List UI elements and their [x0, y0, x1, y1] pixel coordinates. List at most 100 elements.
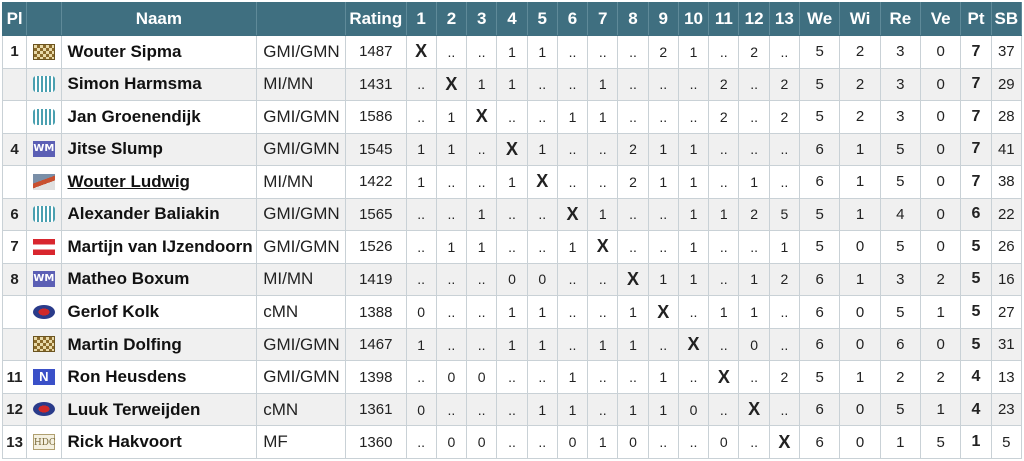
points-cell: 5	[960, 327, 992, 362]
re-cell: 5	[879, 230, 922, 264]
round-result-cell: ..	[466, 35, 498, 69]
round-result-cell: X	[556, 197, 589, 232]
points-cell: 5	[960, 262, 992, 297]
rating-cell: 1431	[345, 67, 407, 102]
board-club-logo	[32, 173, 55, 190]
sb-cell: 27	[990, 295, 1023, 329]
club-logo-cell	[26, 327, 62, 362]
round-result-cell: X	[496, 132, 528, 167]
header-re: Re	[879, 2, 922, 36]
round-result-cell: ..	[677, 360, 710, 394]
place-cell: 4	[1, 132, 28, 167]
table-row: Simon Harmsma MI/MN 1431.. X 1 1.... 1...... 2.…	[1, 67, 1023, 102]
header-round: 8	[617, 2, 649, 36]
header-rating: Rating	[345, 2, 407, 36]
sb-cell: 38	[990, 165, 1023, 199]
round-result-cell: ..	[556, 262, 589, 297]
round-result-cell: ..	[405, 100, 437, 134]
player-name: Alexander Baliakin	[60, 197, 258, 232]
place-cell: 6	[1, 197, 28, 232]
round-result-cell: 1	[526, 392, 558, 427]
ve-cell: 2	[920, 360, 962, 394]
table-row: Gerlof Kolk cMN 1388 0.... 1 1.... 1 X.. 1 1.. 6 0 5…	[1, 295, 1023, 329]
standings-body: 1 Wouter Sipma GMI/GMN 1487 X.... 1 1...... 2 1.…	[1, 35, 1023, 459]
place-cell	[1, 327, 28, 362]
round-result-cell: 1	[496, 327, 528, 362]
round-result-cell: 1	[617, 327, 649, 362]
player-name: Gerlof Kolk	[60, 295, 258, 329]
round-result-cell: 1	[677, 165, 710, 199]
place-cell	[1, 165, 28, 199]
we-cell: 6	[798, 392, 841, 427]
header-round: 3	[466, 2, 498, 36]
rating-cell: 1398	[345, 360, 407, 394]
round-result-cell: 0	[435, 425, 468, 459]
sb-cell: 26	[990, 230, 1023, 264]
round-result-cell: 1	[496, 67, 528, 102]
table-row: 4 WM Jitse Slump GMI/GMN 1545 1 1.. X 1.... 2 1 1..…	[1, 132, 1023, 167]
ve-cell: 0	[920, 100, 962, 134]
club-logo-cell	[26, 230, 62, 264]
we-cell: 5	[798, 35, 841, 69]
ve-cell: 5	[920, 425, 962, 459]
round-result-cell: 0	[466, 360, 498, 394]
header-round: 9	[647, 2, 679, 36]
round-result-cell: ..	[647, 230, 679, 264]
table-row: 11 N Ron Heusdens GMI/GMN 1398.. 0 0.... 1.... 1…	[1, 360, 1023, 394]
round-result-cell: 1	[526, 35, 558, 69]
player-name-link[interactable]: Wouter Ludwig	[60, 165, 258, 199]
we-cell: 5	[798, 197, 841, 232]
round-result-cell: ..	[768, 132, 800, 167]
table-row: Wouter Ludwig MI/MN 1422 1.... 1 X.... 2 1 1.. 1.…	[1, 165, 1023, 199]
round-result-cell: 1	[647, 360, 679, 394]
header-round: 13	[768, 2, 800, 36]
round-result-cell: ..	[647, 100, 679, 134]
wi-cell: 1	[839, 132, 881, 167]
player-name: Simon Harmsma	[60, 67, 258, 102]
player-title: GMI/GMN	[256, 35, 346, 69]
round-result-cell: ..	[526, 100, 558, 134]
header-wi: Wi	[839, 2, 881, 36]
sb-cell: 37	[990, 35, 1023, 69]
round-result-cell: ..	[768, 327, 800, 362]
place-cell: 1	[1, 35, 28, 69]
wi-cell: 2	[839, 35, 881, 69]
player-name: Matheo Boxum	[60, 262, 258, 297]
round-result-cell: 1	[435, 132, 468, 167]
round-result-cell: 1	[738, 295, 770, 329]
ve-cell: 0	[920, 35, 962, 69]
we-cell: 5	[798, 67, 841, 102]
round-result-cell: ..	[647, 197, 679, 232]
round-result-cell: 1	[526, 327, 558, 362]
header-row: Pl Naam Rating 1 2 3 4 5 6 7 8 9 10 11 1…	[1, 2, 1023, 36]
checker-club-logo	[32, 43, 55, 60]
rating-cell: 1422	[345, 165, 407, 199]
oval-club-logo	[32, 304, 55, 319]
round-result-cell: 1	[405, 132, 437, 167]
header-round: 10	[677, 2, 710, 36]
round-result-cell: ..	[405, 360, 437, 394]
round-result-cell: ..	[435, 295, 468, 329]
round-result-cell: ..	[496, 360, 528, 394]
we-cell: 6	[798, 132, 841, 167]
round-result-cell: ..	[496, 425, 528, 459]
club-logo-cell	[26, 295, 62, 329]
round-result-cell: ..	[496, 230, 528, 264]
re-cell: 3	[879, 100, 922, 134]
table-row: 12 Luuk Terweijden cMN 1361 0...... 1 1.. 1 1 0..…	[1, 392, 1023, 427]
round-result-cell: ..	[435, 262, 468, 297]
points-cell: 5	[960, 295, 992, 329]
round-result-cell: ..	[768, 295, 800, 329]
round-result-cell: 1	[587, 67, 619, 102]
n-club-logo: N	[32, 368, 55, 385]
header-round: 4	[496, 2, 528, 36]
round-result-cell: 0	[617, 425, 649, 459]
header-round: 12	[738, 2, 770, 36]
points-cell: 1	[960, 425, 992, 459]
table-row: Martin Dolfing GMI/GMN 1467 1.... 1 1.. 1 1.. X.…	[1, 327, 1023, 362]
round-result-cell: ..	[466, 392, 498, 427]
round-result-cell: X	[677, 327, 710, 362]
points-cell: 7	[960, 67, 992, 102]
points-cell: 7	[960, 132, 992, 167]
